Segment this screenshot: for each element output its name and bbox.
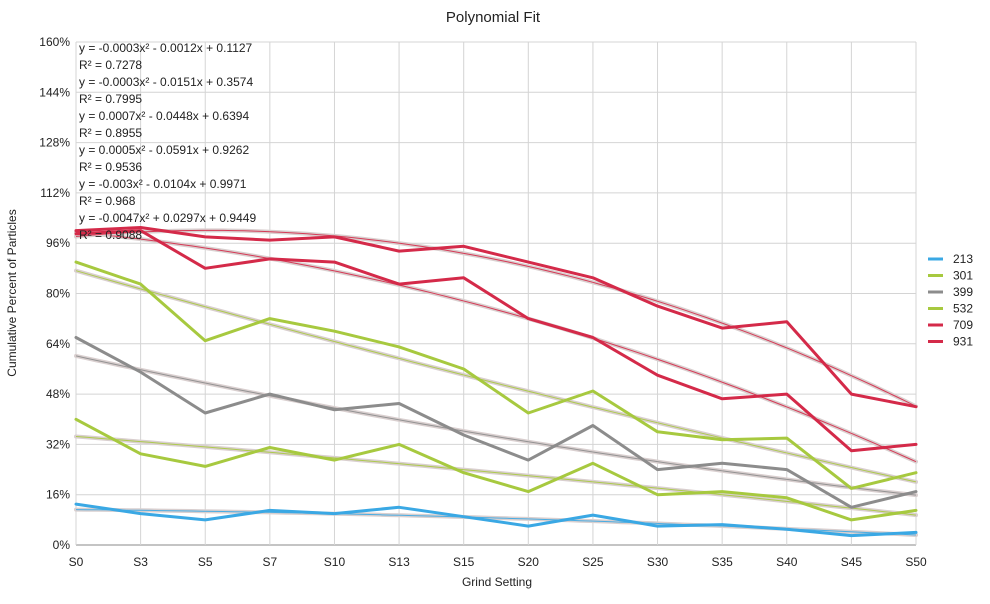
trendline-equation-213: y = -0.0003x² - 0.0012x + 0.1127 <box>79 41 253 55</box>
trendline-r2-399: R² = 0.8955 <box>79 126 142 140</box>
series-line-399 <box>74 336 918 509</box>
y-tick-label: 32% <box>46 437 70 451</box>
y-axis-label: Cumulative Percent of Particles <box>5 209 19 376</box>
y-tick-label: 80% <box>46 287 70 301</box>
x-tick-label: S50 <box>905 555 927 569</box>
x-tick-label: S7 <box>263 555 278 569</box>
x-tick-label: S15 <box>453 555 475 569</box>
x-axis-label: Grind Setting <box>462 575 532 589</box>
series-line-931 <box>74 226 918 409</box>
chart-title: Polynomial Fit <box>446 9 541 26</box>
trendline-r2-532: R² = 0.9536 <box>79 160 142 174</box>
trendlines <box>74 228 918 537</box>
series-line-532 <box>74 260 918 490</box>
legend-label-532: 532 <box>953 302 973 316</box>
legend-label-301: 301 <box>953 269 973 283</box>
legend-label-399: 399 <box>953 285 973 299</box>
x-tick-label: S45 <box>841 555 863 569</box>
trendline-r2-709: R² = 0.968 <box>79 194 136 208</box>
trendline-r2-931: R² = 0.9088 <box>79 228 142 242</box>
series-lines <box>74 226 918 538</box>
grid <box>75 41 917 546</box>
y-tick-label: 48% <box>46 387 70 401</box>
x-tick-label: S10 <box>324 555 346 569</box>
trendline-532 <box>75 270 917 483</box>
trendline-equations: y = -0.0003x² - 0.0012x + 0.1127 R² = 0.7… <box>79 41 256 242</box>
x-tick-label: S35 <box>711 555 733 569</box>
trendline-equation-301: y = -0.0003x² - 0.0151x + 0.3574 <box>79 75 253 89</box>
trendline-halo-532 <box>74 268 918 484</box>
x-tick-label: S0 <box>69 555 84 569</box>
x-tick-label: S5 <box>198 555 213 569</box>
trendline-399 <box>75 355 917 496</box>
x-axis-ticks: S0 S3 S5 S7 S10 S13 S15 S20 S25 S30 S35 S40 S45 S50 <box>69 555 927 569</box>
x-tick-label: S3 <box>133 555 148 569</box>
legend-label-709: 709 <box>953 318 973 332</box>
x-tick-label: S20 <box>518 555 540 569</box>
trendline-r2-301: R² = 0.7995 <box>79 92 142 106</box>
series-line-301 <box>74 417 918 522</box>
y-tick-label: 160% <box>39 35 70 49</box>
y-tick-label: 64% <box>46 337 70 351</box>
x-tick-label: S30 <box>647 555 669 569</box>
trendline-equation-532: y = 0.0005x² - 0.0591x + 0.9262 <box>79 143 249 157</box>
y-tick-label: 96% <box>46 236 70 250</box>
y-tick-label: 0% <box>53 538 71 552</box>
y-tick-label: 112% <box>40 186 70 200</box>
trendline-709 <box>75 231 917 463</box>
legend: 213 301 399 532 709 931 <box>928 252 973 349</box>
legend-label-931: 931 <box>953 335 973 349</box>
x-tick-label: S25 <box>582 555 604 569</box>
y-tick-label: 16% <box>46 488 70 502</box>
y-axis-ticks: 0% 16% 32% 48% 64% 80% 96% 112% 128% 144% 160% <box>39 35 70 552</box>
trendline-equation-931: y = -0.0047x² + 0.0297x + 0.9449 <box>79 211 256 225</box>
y-tick-label: 128% <box>39 136 70 150</box>
trendline-equation-709: y = -0.003x² - 0.0104x + 0.9971 <box>79 177 247 191</box>
x-tick-label: S13 <box>388 555 410 569</box>
series-line-213 <box>74 502 918 538</box>
trendline-931 <box>75 229 917 407</box>
trendline-r2-213: R² = 0.7278 <box>79 58 142 72</box>
series-line-709 <box>74 229 918 453</box>
legend-label-213: 213 <box>953 252 973 266</box>
trendline-301 <box>75 436 917 516</box>
x-tick-label: S40 <box>776 555 798 569</box>
y-tick-label: 144% <box>39 85 70 99</box>
trendline-halo-931 <box>74 228 918 409</box>
trendline-equation-399: y = 0.0007x² - 0.0448x + 0.6394 <box>79 109 249 123</box>
